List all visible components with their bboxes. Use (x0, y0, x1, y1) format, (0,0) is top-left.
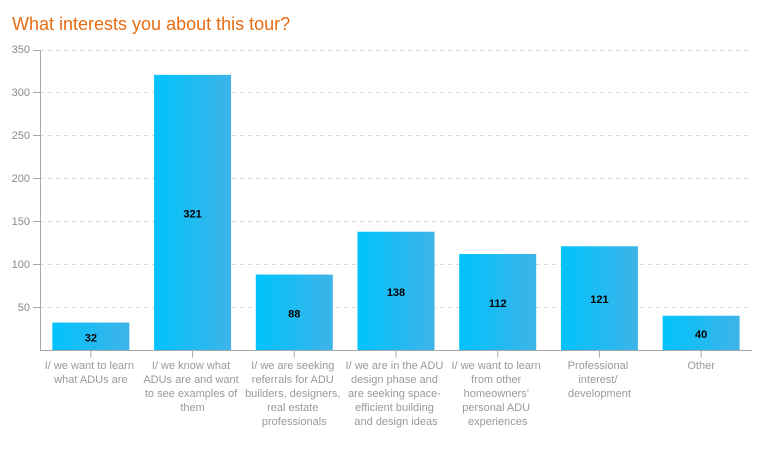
svg-text:50: 50 (18, 302, 30, 314)
svg-text:121: 121 (590, 294, 608, 306)
svg-text:100: 100 (12, 259, 30, 271)
svg-text:40: 40 (695, 329, 707, 341)
svg-text:150: 150 (12, 216, 30, 228)
svg-text:300: 300 (12, 87, 30, 99)
svg-text:321: 321 (183, 208, 201, 220)
svg-text:I/ we know what ADUs are: I/ we know what ADUs are and want to see… (143, 360, 241, 414)
svg-text:32: 32 (85, 332, 97, 344)
svg-text:350: 350 (12, 44, 30, 56)
svg-text:I/ we are seeking referr: I/ we are seeking referrals for ADU buil… (245, 360, 343, 428)
svg-text:I/ we want to learn from: I/ we want to learn from other homeowner… (452, 360, 544, 428)
svg-text:I/ we want to learn what: I/ we want to learn what ADUs are (45, 360, 137, 386)
svg-text:I/ we are in the ADU des: I/ we are in the ADU design phase and ar… (346, 360, 447, 428)
svg-text:Professional interest/: Professional interest/ development (568, 360, 632, 400)
svg-text:250: 250 (12, 130, 30, 142)
svg-text:What interests you about this: What interests you about this tour? (12, 14, 290, 34)
svg-text:Other: Other (687, 360, 715, 372)
svg-text:200: 200 (12, 173, 30, 185)
svg-text:138: 138 (387, 287, 405, 299)
svg-text:112: 112 (489, 298, 507, 310)
svg-text:88: 88 (288, 308, 300, 320)
